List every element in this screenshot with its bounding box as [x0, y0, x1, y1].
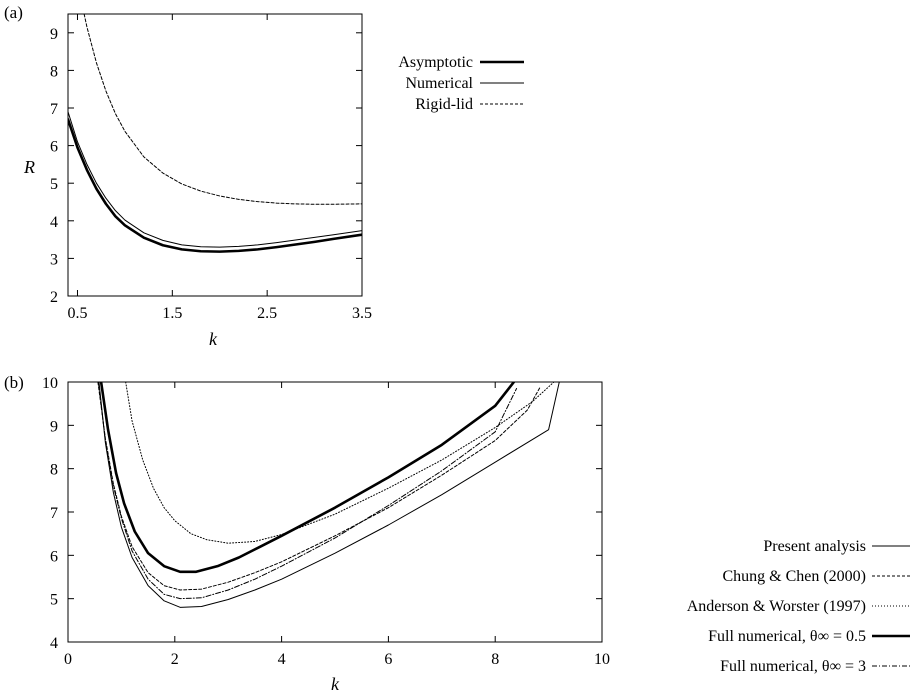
panel-a: (a) R k 0.5 1.5 2.5 3.5 2 3 4 5 6 7 8 9 Asymptotic N…: [4, 3, 524, 349]
panel-a-plot-frame: [67, 13, 363, 297]
y-tick-label: 9: [50, 26, 58, 43]
y-tick-label: 2: [50, 289, 58, 306]
y-tick-label: 7: [50, 101, 58, 118]
x-tick-label: 8: [491, 651, 499, 668]
y-tick-label: 8: [50, 462, 58, 479]
legend-label: Numerical: [405, 75, 473, 92]
y-tick-label: 10: [42, 375, 58, 392]
x-tick-label: 2.5: [257, 305, 277, 322]
panel-b-xlabel: k: [331, 674, 340, 694]
y-tick-label: 4: [50, 214, 58, 231]
y-tick-label: 8: [50, 63, 58, 80]
panel-b-series: [97, 382, 560, 608]
panel-b-plot-frame: [67, 381, 603, 643]
panel-a-legend: Asymptotic Numerical Rigid-lid: [398, 54, 524, 113]
x-tick-label: 0: [64, 651, 72, 668]
series-line-dashed: [83, 14, 362, 205]
x-tick-label: 4: [278, 651, 286, 668]
y-tick-label: 7: [50, 505, 58, 522]
y-tick-label: 9: [50, 418, 58, 435]
y-tick-label: 5: [50, 592, 58, 609]
series-line-thin-solid: [98, 382, 560, 608]
series-line-dotted: [125, 382, 555, 544]
series-line-thick-solid: [99, 382, 516, 574]
x-tick-label: 3.5: [352, 305, 372, 322]
panel-a-series: [68, 14, 362, 253]
series-line-dashdot: [97, 382, 518, 600]
panel-b-legend: Present analysis Chung & Chen (2000) Ander…: [687, 538, 910, 675]
x-tick-label: 6: [384, 651, 392, 668]
legend-label: Anderson & Worster (1997): [687, 598, 866, 615]
y-tick-label: 3: [50, 251, 58, 268]
panel-b-label: (b): [4, 373, 24, 392]
panel-a-ylabel: R: [23, 157, 35, 177]
x-tick-label: 2: [171, 651, 179, 668]
x-tick-label: 10: [594, 651, 610, 668]
panel-b: (b) k 0 2 4 6 8 10 4 5 6 7 8 9 10 Present analysis Ch…: [4, 373, 910, 694]
legend-label: Present analysis: [763, 538, 866, 555]
x-tick-label: 0.5: [67, 305, 87, 322]
legend-label: Chung & Chen (2000): [722, 568, 866, 585]
series-line-thin-solid: [68, 111, 362, 248]
panel-a-xlabel: k: [209, 329, 218, 349]
y-tick-label: 6: [50, 548, 58, 565]
y-tick-label: 4: [50, 635, 58, 652]
legend-label: Full numerical, θ∞ = 0.5: [708, 628, 866, 645]
series-line-thick-solid: [68, 117, 362, 253]
panel-a-ticks: 0.5 1.5 2.5 3.5 2 3 4 5 6 7 8 9: [50, 14, 372, 322]
series-line-dashed: [97, 382, 542, 591]
legend-label: Asymptotic: [398, 54, 473, 71]
y-tick-label: 5: [50, 176, 58, 193]
legend-label: Full numerical, θ∞ = 3: [720, 658, 866, 675]
x-tick-label: 1.5: [162, 305, 182, 322]
panel-b-ticks: 0 2 4 6 8 10 4 5 6 7 8 9 10: [42, 375, 610, 668]
panel-a-label: (a): [4, 3, 23, 22]
legend-label: Rigid-lid: [415, 96, 473, 113]
y-tick-label: 6: [50, 139, 58, 156]
